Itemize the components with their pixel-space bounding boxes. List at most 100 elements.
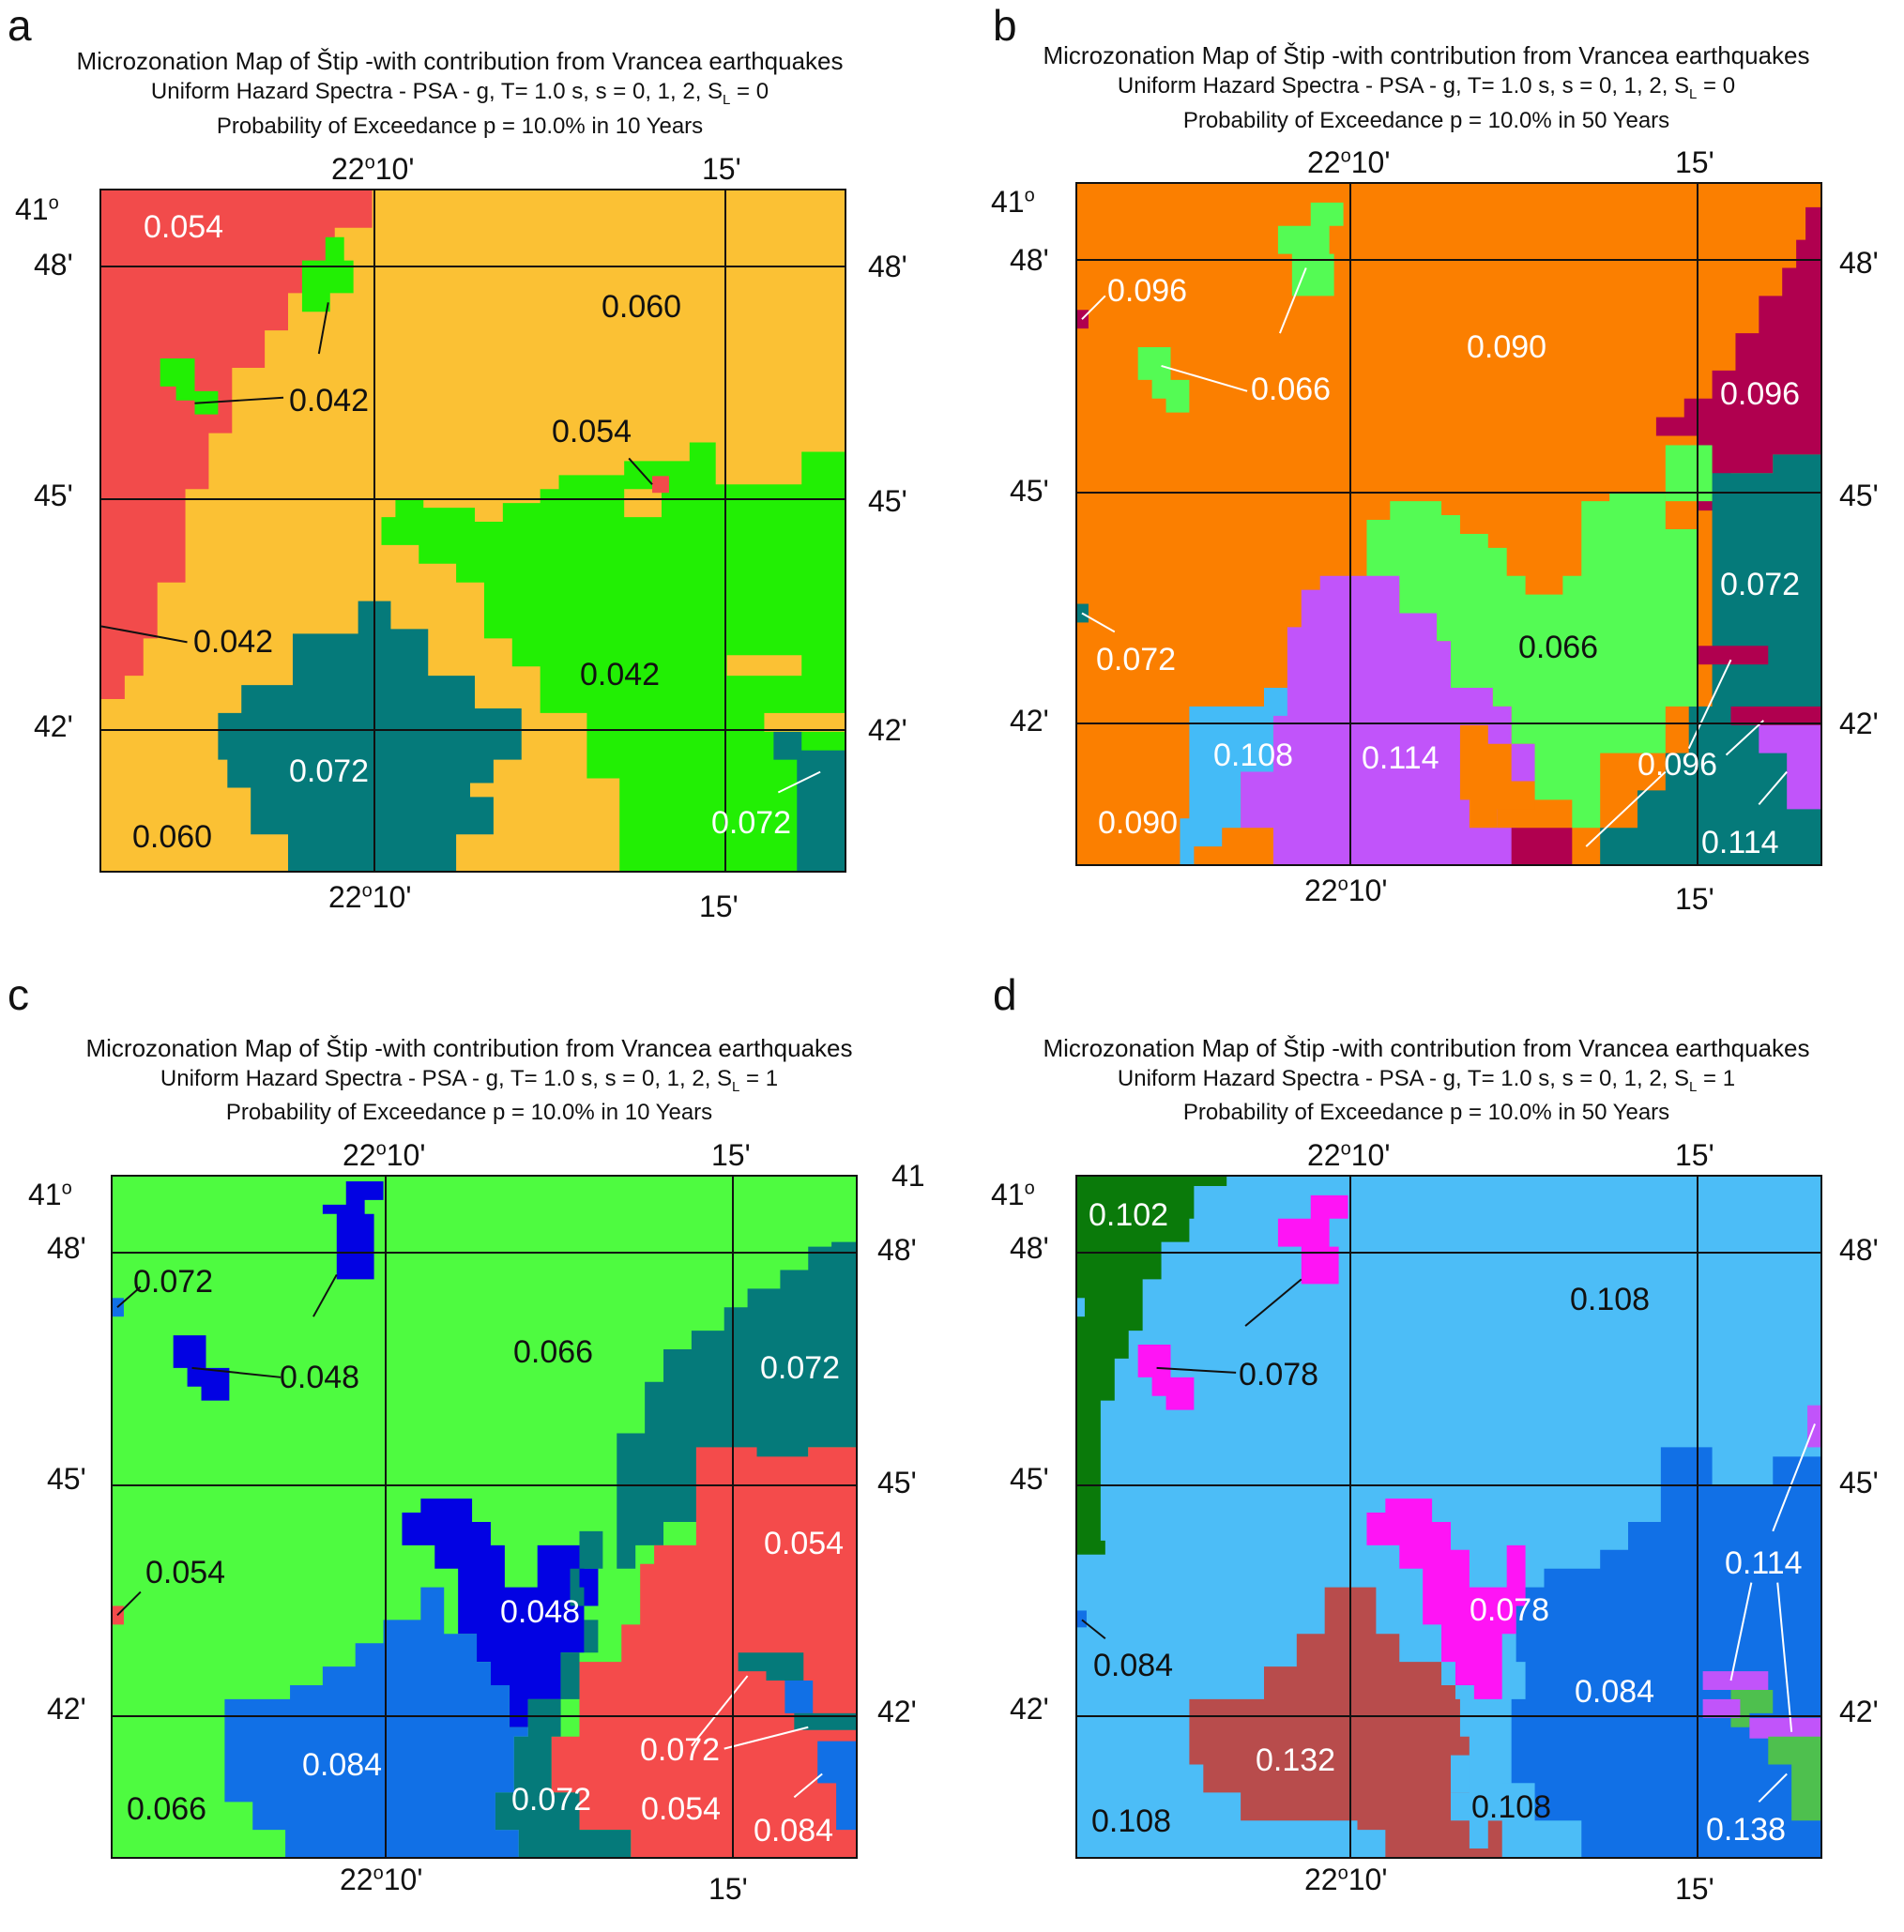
- leader-line: [1161, 364, 1248, 392]
- zone-green-nw: [1277, 202, 1344, 297]
- zone-brown-s: [1189, 1587, 1502, 1857]
- zone-orange-island: [1459, 724, 1535, 829]
- lon-tick-bottom-2: 15': [699, 890, 739, 923]
- lat-tick-42-left: 42': [47, 1692, 86, 1726]
- map-subtitle: Uniform Hazard Spectra - PSA - g, T= 1.0…: [1117, 73, 1736, 102]
- lat-tick-48-left: 48': [1010, 243, 1049, 277]
- leader-line: [1081, 612, 1116, 633]
- map-title: Microzonation Map of Štip -with contribu…: [1043, 41, 1810, 69]
- leader-line: [101, 625, 188, 644]
- zone-green-nw: [301, 236, 354, 312]
- lon-tick-top-2: 15': [1675, 1138, 1714, 1172]
- lat-tick-45-right: 45': [1839, 1466, 1879, 1499]
- zone-label: 0.102: [1089, 1197, 1169, 1233]
- map-subtitle: Uniform Hazard Spectra - PSA - g, T= 1.0…: [150, 79, 769, 108]
- zone-magenta-nw: [1277, 1194, 1348, 1285]
- grid-line-lat-48: [113, 1252, 856, 1254]
- leader-line: [1772, 1423, 1816, 1532]
- zone-teal-e: [1600, 454, 1820, 864]
- zone-maroon-se2: [1730, 706, 1820, 725]
- zone-magenta-center: [1366, 1498, 1526, 1699]
- grid-line-lat-42: [113, 1715, 856, 1717]
- panel-a: a Microzonation Map of Štip -with contri…: [0, 0, 948, 948]
- lat-tick-45-left: 45': [1010, 474, 1049, 508]
- zone-teal-main: [218, 601, 522, 871]
- zone-label: 0.114: [1362, 740, 1439, 776]
- grid-line-lat-45: [1077, 1484, 1820, 1486]
- leader-line: [317, 302, 329, 355]
- grid-line-lat-45: [101, 498, 845, 500]
- zone-label: 0.084: [1575, 1674, 1655, 1710]
- leader-line: [1081, 295, 1106, 320]
- zone-label: 0.048: [500, 1594, 581, 1630]
- leader-line: [1758, 770, 1788, 805]
- zone-label: 0.054: [552, 414, 632, 449]
- leader-line: [1278, 267, 1307, 334]
- zone-label: 0.072: [289, 753, 370, 789]
- zone-label: 0.054: [764, 1526, 845, 1561]
- lat-tick-41: 41o: [991, 1178, 1035, 1211]
- zone-red-se: [551, 1447, 856, 1857]
- hazard-map: 0.072 0.048 0.066 0.072 0.054 0.054 0.04…: [111, 1175, 858, 1859]
- leader-line: [1776, 1582, 1793, 1732]
- zone-label: 0.072: [1096, 642, 1177, 677]
- lon-tick-bottom-1: 22o10': [340, 1863, 423, 1896]
- lon-tick-bottom-2: 15': [1675, 882, 1714, 916]
- lon-tick-top-1: 22o10': [331, 152, 415, 186]
- zone-label: 0.138: [1706, 1812, 1787, 1848]
- panel-d: d Microzonation Map of Štip -with contri…: [948, 966, 1904, 1932]
- lon-tick-top-1: 22o10': [343, 1138, 426, 1172]
- grid-line-lon-2: [1697, 1177, 1698, 1857]
- lat-tick-45-left: 45': [1010, 1462, 1049, 1496]
- leader-line: [1725, 720, 1764, 756]
- grid-line-lon-1: [1349, 1177, 1351, 1857]
- zone-teal-se: [797, 750, 845, 871]
- hazard-zones: [101, 190, 845, 871]
- hazard-zones: [113, 1177, 856, 1857]
- lat-tick-42-left: 42': [34, 709, 73, 743]
- lat-tick-48-left: 48': [47, 1231, 86, 1265]
- leader-line: [191, 1366, 282, 1378]
- zone-label: 0.072: [133, 1264, 214, 1300]
- zone-green-w: [1137, 347, 1190, 413]
- zone-lightblue-sw: [1180, 688, 1287, 864]
- panel-letter: d: [993, 970, 1017, 1019]
- lat-tick-45-left: 45': [47, 1462, 86, 1496]
- lat-tick-41: 41o: [28, 1178, 72, 1211]
- grid-line-lat-42: [101, 729, 845, 731]
- lat-tick-42-left: 42': [1010, 1692, 1049, 1726]
- zone-label: 0.072: [1720, 567, 1801, 602]
- grid-line-lat-48: [1077, 1252, 1820, 1254]
- zone-green-center: [1366, 492, 1698, 829]
- panel-letter: a: [8, 1, 32, 50]
- zone-label: 0.066: [1251, 372, 1332, 407]
- lat-tick-42-left: 42': [1010, 704, 1049, 738]
- zone-label: 0.048: [280, 1360, 360, 1395]
- lon-tick-bottom-1: 22o10': [328, 880, 412, 914]
- zone-label: 0.066: [513, 1334, 594, 1370]
- grid-line-lat-45: [113, 1484, 856, 1486]
- lat-tick-45-right: 45': [1839, 479, 1879, 512]
- leader-line: [1585, 770, 1667, 847]
- zone-yellow-se2: [764, 712, 845, 732]
- zone-lightblue-w: [1077, 1298, 1085, 1317]
- zone-green-se1: [1730, 1689, 1774, 1727]
- grid-line-lon-2: [732, 1177, 734, 1857]
- zone-label: 0.114: [1725, 1545, 1803, 1581]
- zone-label: 0.132: [1256, 1742, 1336, 1778]
- lat-tick-48-right: 48': [868, 250, 907, 283]
- zone-yellow-se: [726, 655, 802, 677]
- map-probability: Probability of Exceedance p = 10.0% in 5…: [1182, 108, 1670, 133]
- zone-teal-se2: [794, 1712, 856, 1730]
- zone-label: 0.060: [132, 819, 213, 855]
- zone-midblue-se: [784, 1681, 814, 1713]
- hazard-map: 0.096 0.066 0.090 0.096 0.072 0.072 0.06…: [1075, 182, 1822, 866]
- grid-line-lat-48: [1077, 259, 1820, 261]
- grid-line-lat-45: [1077, 492, 1820, 494]
- zone-teal-se: [738, 1652, 804, 1681]
- zone-label: 0.108: [1471, 1789, 1552, 1825]
- zone-magenta-w: [1137, 1345, 1195, 1410]
- lon-tick-bottom-1: 22o10': [1304, 874, 1388, 907]
- map-subtitle: Uniform Hazard Spectra - PSA - g, T= 1.0…: [1117, 1066, 1736, 1095]
- lat-tick-48-right: 48': [1839, 246, 1879, 280]
